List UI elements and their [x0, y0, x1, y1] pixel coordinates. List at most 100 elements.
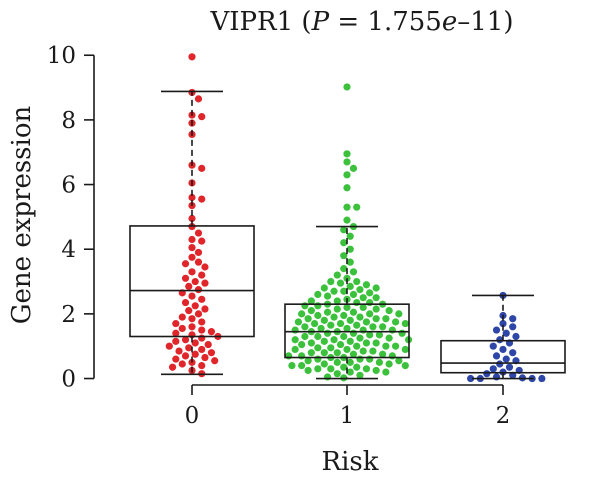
point-g1-76 — [343, 324, 351, 333]
point-g0-10 — [188, 193, 196, 202]
x-axis-label: Risk — [322, 447, 379, 477]
point-g1-110 — [401, 345, 409, 354]
point-g1-33 — [323, 292, 332, 300]
point-g0-45 — [198, 326, 206, 334]
point-g1-4 — [343, 171, 351, 179]
point-g1-100 — [307, 339, 315, 347]
point-g0-30 — [194, 286, 203, 294]
point-g1-116 — [349, 350, 358, 358]
point-g1-14 — [340, 252, 348, 260]
point-g1-140 — [314, 365, 322, 373]
point-g2-10 — [489, 342, 497, 350]
point-g0-47 — [172, 329, 180, 337]
point-g0-17 — [198, 237, 206, 245]
point-g1-20 — [353, 277, 361, 286]
point-g1-86 — [366, 331, 374, 339]
point-g1-112 — [369, 347, 377, 355]
point-g1-125 — [314, 355, 322, 363]
point-g0-51 — [181, 336, 190, 344]
point-g0-39 — [178, 313, 186, 321]
point-g1-97 — [320, 337, 328, 345]
point-g0-22 — [181, 260, 190, 268]
point-g1-143 — [346, 368, 354, 376]
point-g1-109 — [291, 345, 299, 354]
point-g1-123 — [356, 355, 364, 363]
point-g1-119 — [298, 352, 306, 360]
point-g1-24 — [346, 282, 354, 290]
point-g1-2 — [343, 158, 351, 166]
point-g2-2 — [509, 315, 517, 323]
point-g2-7 — [512, 332, 520, 341]
point-g1-141 — [372, 366, 380, 375]
point-g0-29 — [185, 282, 193, 290]
point-g1-120 — [285, 352, 293, 360]
y-tick-label-0: 0 — [61, 367, 76, 393]
point-g1-67 — [294, 318, 302, 326]
point-g1-103 — [353, 342, 361, 350]
point-g1-64 — [320, 316, 328, 324]
point-g0-60 — [191, 350, 199, 358]
point-g2-8 — [496, 336, 504, 344]
point-g2-13 — [492, 352, 501, 360]
title-equals: = 1.755 — [329, 7, 442, 37]
point-g0-33 — [198, 295, 206, 303]
point-g1-47 — [333, 305, 341, 313]
point-g0-38 — [194, 310, 203, 318]
point-g1-132 — [385, 360, 393, 368]
point-g1-92 — [385, 334, 393, 342]
point-g1-73 — [369, 323, 377, 331]
point-g2-17 — [505, 363, 514, 371]
point-g1-34 — [359, 294, 367, 302]
x-axis: 0 1 2 — [185, 384, 510, 429]
point-g2-3 — [499, 319, 507, 328]
point-g0-46 — [207, 328, 216, 336]
point-g1-55 — [395, 310, 403, 318]
point-g0-2 — [194, 95, 203, 103]
point-g0-59 — [207, 349, 216, 357]
point-g0-15 — [194, 229, 203, 237]
point-g0-54 — [204, 340, 212, 349]
title-gene: VIPR1 — [210, 7, 294, 37]
point-g1-83 — [349, 329, 358, 337]
point-g2-12 — [509, 349, 517, 357]
point-g1-23 — [362, 281, 371, 289]
point-g2-6 — [502, 329, 510, 337]
point-g1-108 — [343, 345, 351, 354]
title-close: ) — [503, 7, 513, 37]
box-plots — [129, 90, 566, 380]
point-g1-139 — [362, 365, 371, 373]
point-g1-77 — [317, 324, 325, 333]
point-g1-62 — [304, 315, 312, 323]
point-g1-28 — [340, 287, 348, 295]
point-g1-56 — [340, 311, 348, 320]
point-g1-118 — [388, 352, 396, 360]
point-g1-7 — [353, 203, 361, 211]
point-g1-133 — [298, 362, 306, 370]
point-g1-106 — [327, 344, 335, 352]
point-g0-21 — [194, 258, 203, 266]
point-g1-93 — [330, 336, 338, 344]
point-g1-25 — [320, 284, 328, 292]
point-g1-85 — [398, 329, 406, 337]
point-g1-117 — [379, 350, 387, 358]
y-tick-label-2: 4 — [61, 237, 76, 263]
point-g0-19 — [194, 248, 203, 257]
point-g1-13 — [346, 245, 354, 253]
point-g0-32 — [188, 292, 196, 300]
y-axis: 0 2 4 6 8 10 — [47, 43, 95, 393]
point-g2-21 — [483, 370, 491, 378]
point-g1-137 — [353, 363, 361, 371]
point-g0-50 — [198, 334, 206, 342]
point-g1-50 — [385, 307, 393, 315]
point-g0-67 — [198, 362, 206, 370]
point-g1-16 — [340, 265, 348, 273]
point-g2-4 — [509, 323, 517, 331]
point-g1-79 — [388, 326, 396, 334]
point-g0-63 — [172, 355, 180, 363]
point-g0-8 — [198, 164, 206, 172]
point-g0-28 — [201, 279, 209, 287]
point-g0-11 — [198, 195, 206, 203]
point-g1-6 — [343, 203, 351, 211]
point-g1-74 — [379, 323, 387, 331]
point-g1-51 — [349, 308, 358, 316]
